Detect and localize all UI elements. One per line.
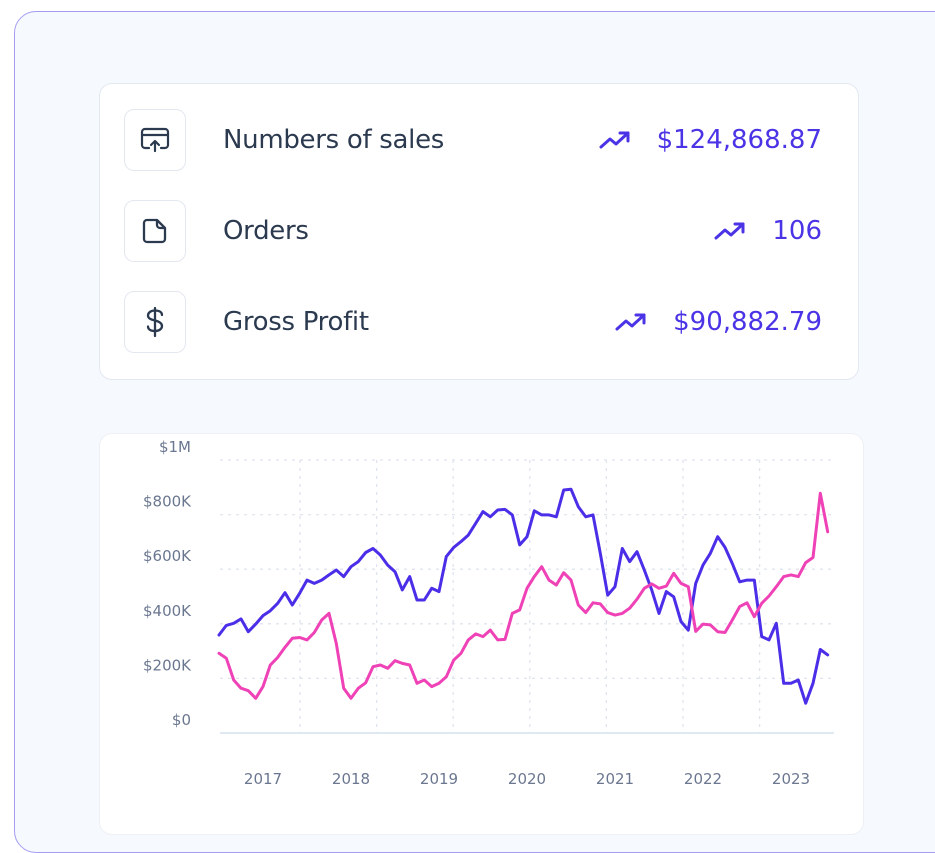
y-tick-label: $0 (172, 711, 191, 729)
stat-row-sales: Numbers of sales $124,868.87 (124, 108, 822, 172)
x-tick-label: 2023 (772, 770, 810, 788)
dollar-icon (124, 291, 186, 353)
stat-value: $124,868.87 (656, 125, 822, 155)
stat-row-gross-profit: Gross Profit $90,882.79 (124, 290, 822, 354)
series-line-pink (217, 491, 830, 700)
y-tick-label: $200K (143, 656, 192, 674)
stat-row-orders: Orders 106 (124, 199, 822, 263)
trending-up-icon (714, 222, 745, 240)
stat-label: Gross Profit (223, 307, 369, 337)
stats-card: Numbers of sales $124,868.87 Orders 106 … (99, 83, 859, 380)
chart-card (99, 433, 864, 835)
series-line-blue (217, 487, 830, 705)
trending-up-icon (599, 131, 630, 149)
y-tick-label: $800K (143, 493, 192, 511)
trending-up-icon (615, 313, 646, 331)
document-icon (124, 200, 186, 262)
sales-line-chart: $0 $200K $400K $600K $800K $1M 2017 2018 2019 202… (143, 438, 834, 788)
x-tick-label: 2022 (684, 770, 722, 788)
stat-label: Numbers of sales (223, 125, 445, 155)
x-tick-label: 2018 (332, 770, 370, 788)
stat-value: $90,882.79 (673, 307, 822, 337)
stat-value: 106 (772, 216, 822, 246)
card-upload-icon (124, 109, 186, 171)
x-tick-label: 2021 (596, 770, 634, 788)
x-tick-label: 2017 (244, 770, 282, 788)
x-tick-label: 2019 (420, 770, 458, 788)
stat-label: Orders (223, 216, 309, 246)
y-tick-label: $1M (159, 438, 191, 456)
y-tick-label: $400K (143, 602, 192, 620)
y-tick-label: $600K (143, 547, 192, 565)
x-tick-label: 2020 (508, 770, 546, 788)
